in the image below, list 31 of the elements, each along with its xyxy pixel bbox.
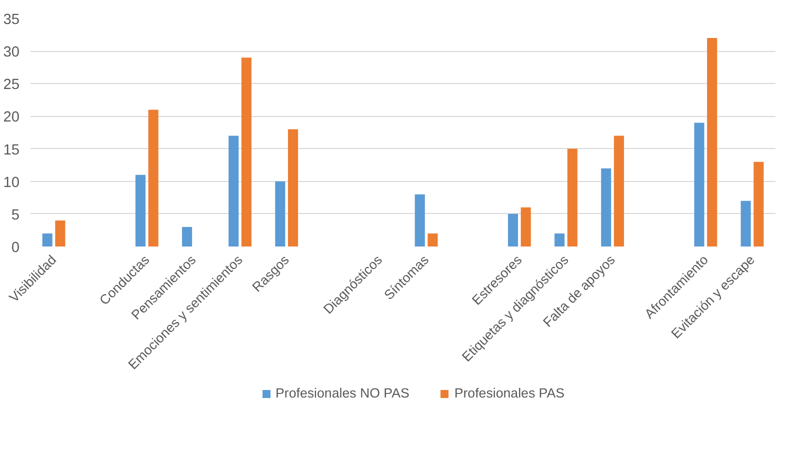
bar: [228, 136, 239, 246]
bar: [508, 214, 518, 246]
bar: [135, 174, 146, 246]
bar: [428, 233, 438, 246]
y-tick-label: 15: [3, 142, 20, 158]
y-tick-label: 5: [11, 207, 20, 224]
legend-label: Profesionales PAS: [454, 386, 564, 400]
bar: [554, 233, 565, 246]
bar: [754, 162, 764, 246]
bar: [148, 110, 158, 246]
bar: [55, 220, 66, 246]
y-tick-label: 0: [11, 240, 20, 256]
bar: [414, 194, 425, 246]
bar: [614, 136, 624, 246]
y-tick-label: 30: [3, 44, 20, 61]
bar: [740, 200, 751, 246]
bar: [241, 58, 252, 246]
bar: [707, 38, 718, 246]
legend-label: Profesionales NO PAS: [276, 386, 410, 400]
y-tick-label: 35: [3, 12, 20, 28]
bar: [275, 181, 286, 246]
y-tick-label: 25: [3, 77, 20, 94]
y-tick-label: 10: [3, 174, 20, 191]
bar: [42, 233, 52, 246]
y-tick-label: 20: [3, 110, 20, 126]
bar: [182, 226, 192, 246]
bar: [694, 122, 704, 246]
bar: [520, 207, 531, 246]
bar: [601, 168, 612, 246]
bar: [288, 129, 298, 246]
bar: [567, 148, 578, 246]
